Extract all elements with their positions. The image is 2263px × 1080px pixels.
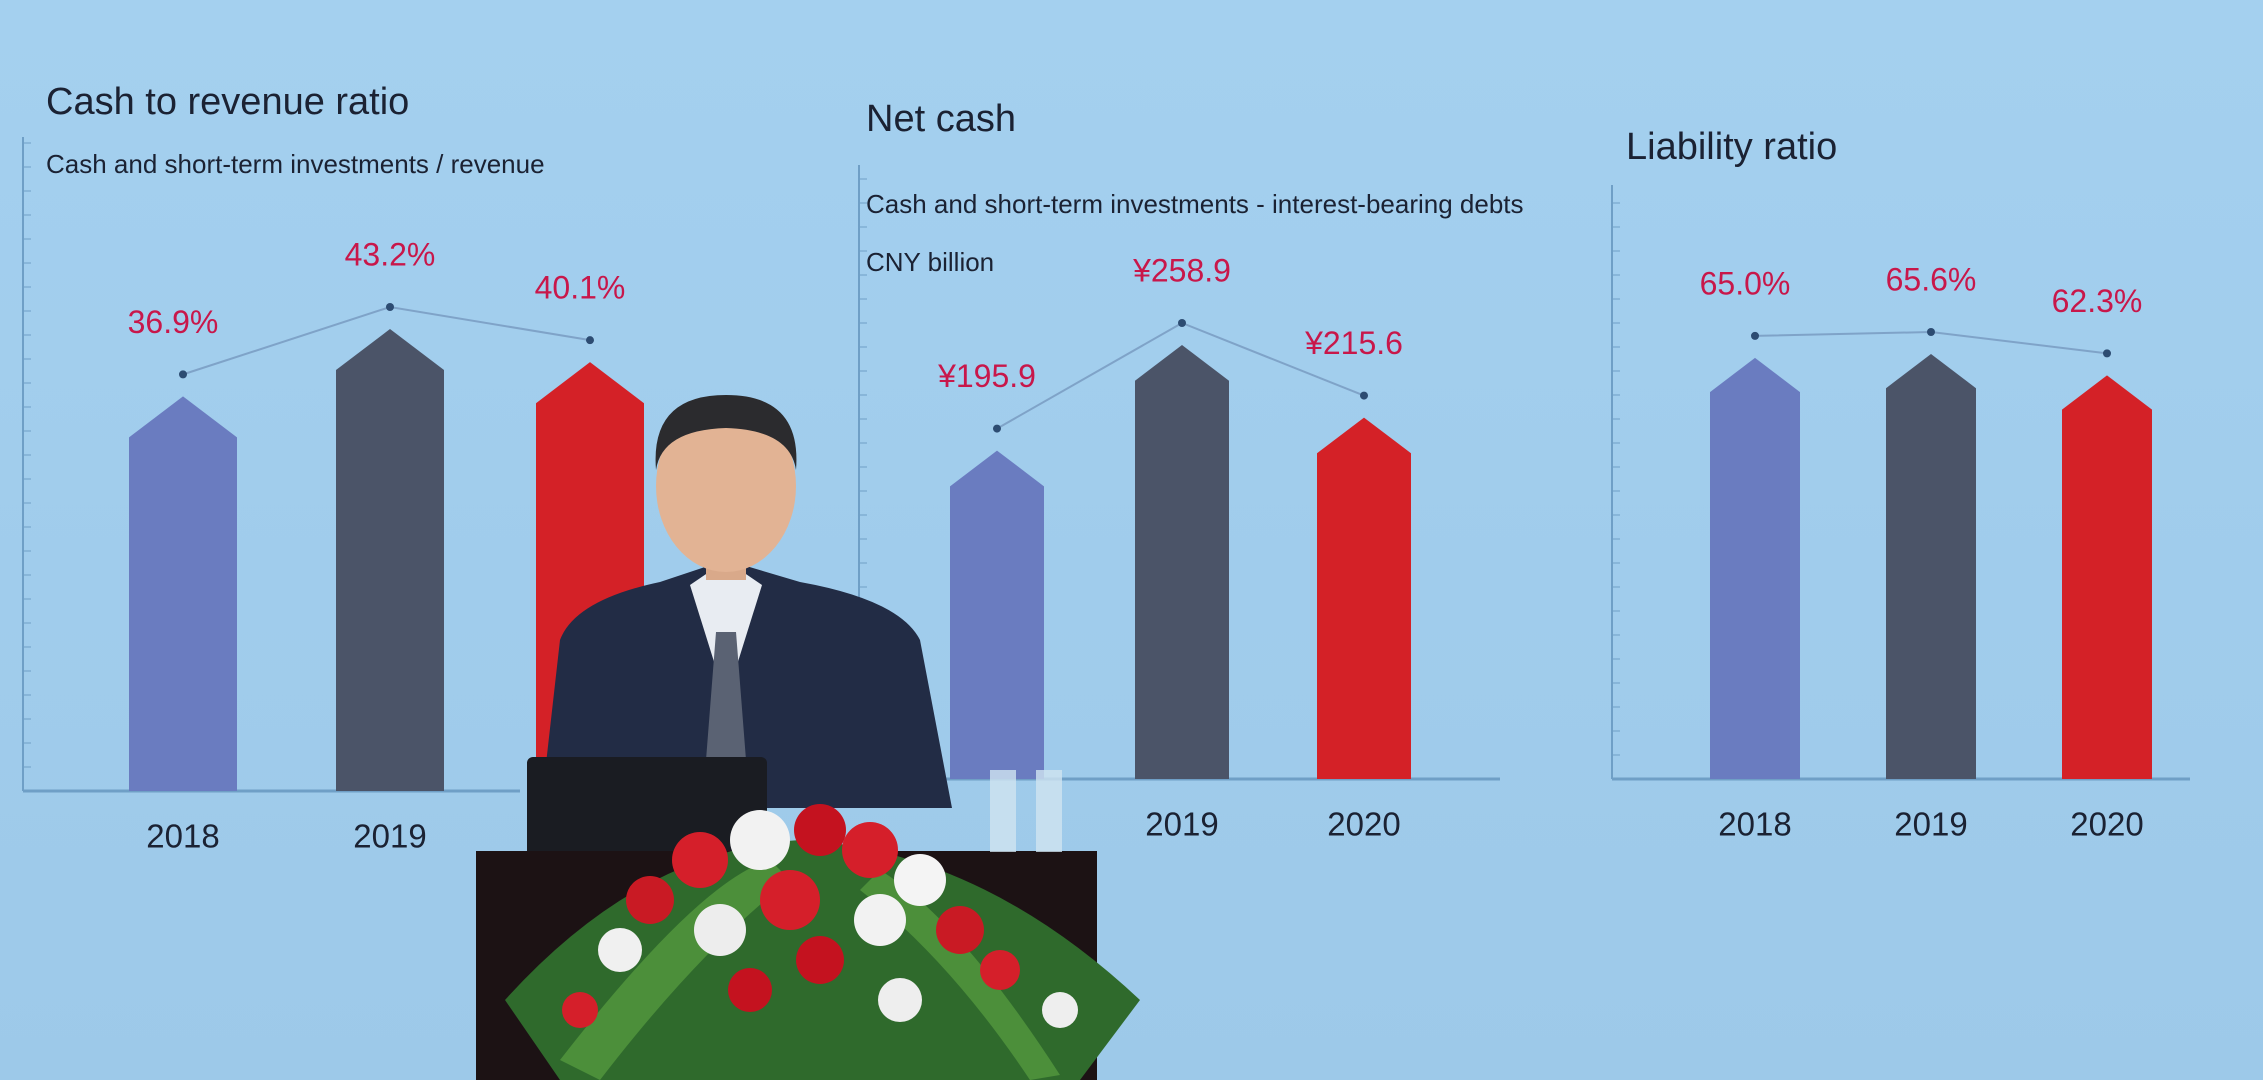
tie — [706, 632, 746, 790]
value-label: ¥258.9 — [1132, 252, 1231, 288]
x-tick-label: 2019 — [1894, 806, 1967, 843]
value-label: 62.3% — [2052, 283, 2143, 319]
chart-subtitle: Cash and short-term investments - intere… — [866, 189, 1524, 219]
chart-title: Cash to revenue ratio — [46, 81, 409, 123]
suit — [541, 560, 952, 808]
x-tick-label: 2020 — [2070, 806, 2143, 843]
bar — [950, 450, 1044, 779]
x-tick-label: 2018 — [1718, 806, 1791, 843]
value-dot — [1360, 391, 1368, 400]
value-dot — [179, 370, 187, 379]
bar — [1886, 354, 1976, 779]
chart-title: Net cash — [866, 98, 1016, 140]
value-dot — [1178, 319, 1186, 327]
x-tick-label: 2018 — [146, 818, 219, 855]
bar — [2062, 375, 2152, 779]
bottle — [990, 770, 1016, 852]
bar — [1135, 345, 1229, 779]
flowers — [505, 804, 1140, 1080]
bar — [1710, 357, 1800, 779]
speaker — [476, 395, 1140, 1080]
value-label: 65.0% — [1700, 265, 1791, 301]
value-label: 36.9% — [128, 304, 219, 340]
chart-subtitle: Cash and short-term investments / revenu… — [46, 149, 545, 179]
x-tick-label: 2019 — [353, 818, 426, 855]
unit-label: CNY billion — [866, 247, 994, 277]
value-dot — [2103, 349, 2111, 358]
value-dot — [993, 424, 1001, 433]
value-dot — [586, 336, 594, 345]
chart-title: Liability ratio — [1626, 126, 1837, 168]
hair — [655, 395, 797, 470]
value-dot — [1927, 328, 1935, 336]
bar — [336, 329, 444, 791]
value-dot — [1751, 331, 1759, 340]
x-tick-label: 2020 — [1327, 806, 1400, 843]
x-tick-label: 2019 — [1145, 806, 1218, 843]
head — [656, 400, 796, 572]
value-dot — [386, 303, 394, 311]
value-label: 43.2% — [345, 236, 436, 272]
value-label: ¥215.6 — [1304, 325, 1403, 361]
value-label: ¥195.9 — [937, 358, 1036, 394]
laptop — [527, 757, 767, 857]
value-label: 65.6% — [1886, 261, 1977, 297]
bar — [1317, 417, 1411, 779]
bottle — [1036, 770, 1062, 852]
value-label: 40.1% — [535, 270, 626, 306]
bar — [129, 396, 237, 791]
charts: Cash to revenue ratio Cash and short-term… — [22, 81, 2190, 855]
